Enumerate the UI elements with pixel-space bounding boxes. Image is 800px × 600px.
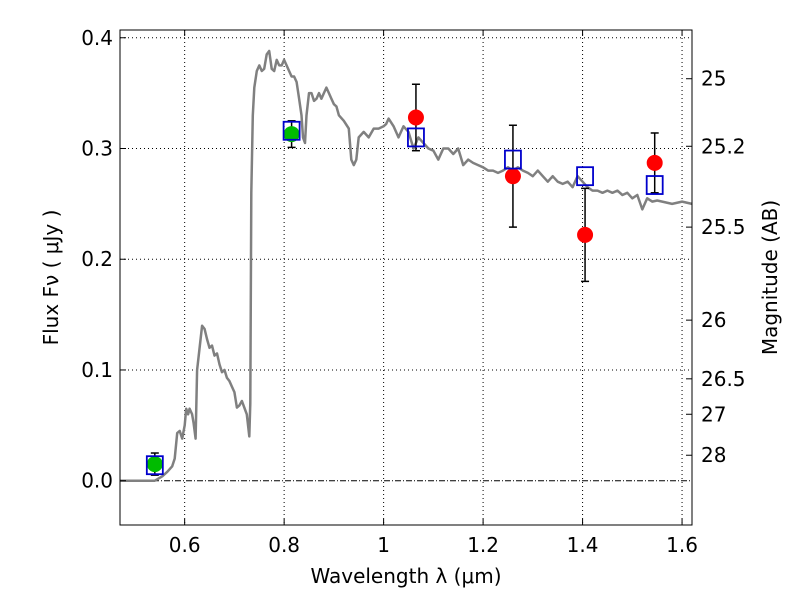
- y-tick-label: 0.3: [81, 136, 113, 160]
- data-point: [146, 456, 163, 473]
- y2-tick-label: 26: [701, 308, 726, 332]
- model-spectrum-line: [120, 49, 693, 482]
- y2-tick-label: 26.5: [701, 367, 746, 391]
- y2-tick-label: 25.5: [701, 215, 746, 239]
- y2-tick-label: 27: [701, 402, 726, 426]
- model-square: [576, 166, 594, 187]
- y-tick-label: 0.4: [81, 26, 113, 50]
- y-tick-label: 0.0: [81, 469, 113, 493]
- x-tick-label: 1: [377, 533, 390, 557]
- model-square: [504, 149, 522, 170]
- data-point: [283, 126, 300, 143]
- x-axis-label: Wavelength λ (μm): [310, 564, 501, 588]
- axis-ticks: [120, 30, 692, 525]
- x-tick-label: 1.4: [567, 533, 599, 557]
- y2-axis-label: Magnitude (AB): [758, 200, 782, 355]
- data-point: [504, 168, 521, 185]
- y2-tick-label: 25: [701, 67, 726, 91]
- x-tick-label: 0.8: [268, 533, 300, 557]
- grid-lines: [120, 30, 692, 525]
- data-point: [577, 226, 594, 243]
- tick-labels: 0.6 0.8 1 1.2 1.4 1.6 0.0 0.1 0.2 0.3 0.4 25 25.2 25.…: [81, 26, 745, 557]
- x-tick-label: 0.6: [169, 533, 201, 557]
- data-point: [646, 154, 663, 171]
- plot-frame: [119, 29, 693, 526]
- data-points: [146, 109, 663, 473]
- y-tick-label: 0.1: [81, 358, 113, 382]
- data-point: [407, 109, 424, 126]
- y2-tick-label: 25.2: [701, 134, 746, 158]
- x-tick-label: 1.6: [666, 533, 698, 557]
- y-tick-label: 0.2: [81, 247, 113, 271]
- model-square: [645, 175, 664, 195]
- model-square: [145, 455, 164, 476]
- y2-tick-label: 28: [701, 443, 726, 467]
- model-square: [282, 120, 301, 141]
- model-photometry-squares: [145, 120, 664, 476]
- model-square: [407, 127, 425, 148]
- x-tick-label: 1.2: [467, 533, 499, 557]
- y-axis-label: Flux Fν ( μJy ): [39, 210, 63, 346]
